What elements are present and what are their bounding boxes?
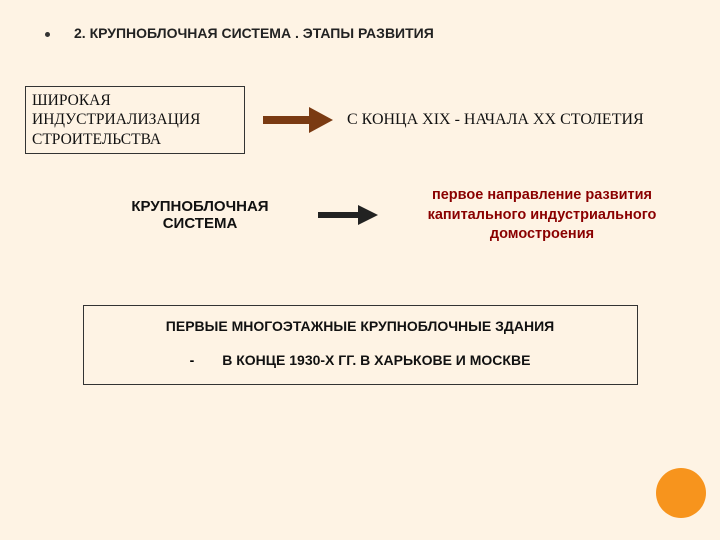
title-row: 2. КРУПНОБЛОЧНАЯ СИСТЕМА . ЭТАПЫ РАЗВИТИ… (0, 0, 720, 41)
row-1: ШИРОКАЯ ИНДУСТРИАЛИЗАЦИЯ СТРОИТЕЛЬСТВА С… (25, 86, 720, 154)
box-industrialization: ШИРОКАЯ ИНДУСТРИАЛИЗАЦИЯ СТРОИТЕЛЬСТВА (25, 86, 245, 154)
text-period: С КОНЦА XIX - НАЧАЛА XX СТОЛЕТИЯ (347, 111, 644, 129)
text-direction: первое направление развития капитального… (392, 186, 692, 245)
arrow-right-icon (263, 107, 333, 133)
bb-line1: ПЕРВЫЕ МНОГОЭТАЖНЫЕ КРУПНОБЛОЧНЫЕ ЗДАНИЯ (100, 318, 621, 334)
label-system: КРУПНОБЛОЧНАЯ СИСТЕМА (100, 198, 300, 232)
bottom-box: ПЕРВЫЕ МНОГОЭТАЖНЫЕ КРУПНОБЛОЧНЫЕ ЗДАНИЯ… (83, 305, 638, 385)
bb-line2: В КОНЦЕ 1930-Х ГГ. В ХАРЬКОВЕ И МОСКВЕ (222, 352, 530, 368)
slide-title: 2. КРУПНОБЛОЧНАЯ СИСТЕМА . ЭТАПЫ РАЗВИТИ… (74, 25, 434, 41)
bb-row2: - В КОНЦЕ 1930-Х ГГ. В ХАРЬКОВЕ И МОСКВЕ (100, 352, 621, 368)
bullet-icon (45, 32, 50, 37)
dash-separator: - (190, 352, 195, 368)
row-2: КРУПНОБЛОЧНАЯ СИСТЕМА первое направление… (100, 186, 720, 245)
decorative-circle (656, 468, 706, 518)
arrow-right-icon (318, 205, 378, 225)
